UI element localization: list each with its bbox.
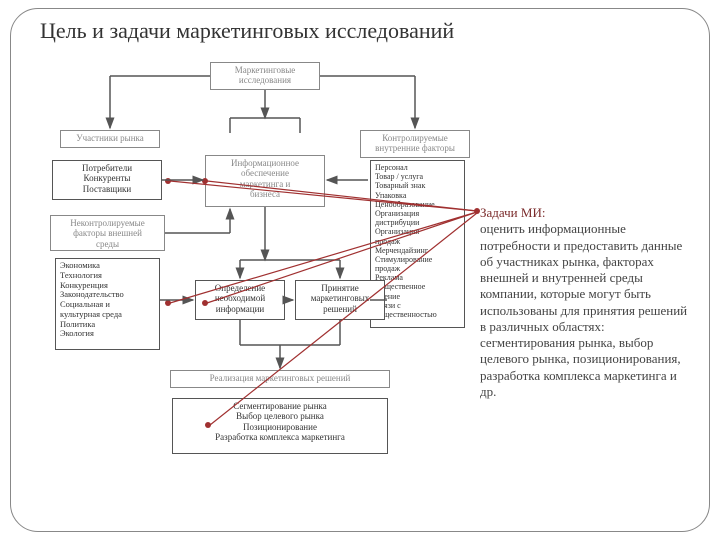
box-consumers: ПотребителиКонкурентыПоставщики (52, 160, 162, 200)
bullet-icon (165, 178, 171, 184)
box-uncontrolled-factors: Неконтролируемыефакторы внешнейсреды (50, 215, 165, 251)
box-define-info: Определениенеобходимойинформации (195, 280, 285, 320)
box-realization: Реализация маркетинговых решений (170, 370, 390, 388)
box-controlled-factors: Контролируемыевнутренние факторы (360, 130, 470, 158)
page-title: Цель и задачи маркетинговых исследований (40, 18, 454, 44)
side-panel: Задачи МИ: оценить информационные потреб… (480, 205, 695, 400)
box-decisions: Принятиемаркетинговыхрешений (295, 280, 385, 320)
box-economics-list: ЭкономикаТехнологияКонкуренцияЗаконодате… (55, 258, 160, 350)
bullet-icon (202, 300, 208, 306)
bullet-icon (165, 300, 171, 306)
box-marketing-research: Маркетинговыеисследования (210, 62, 320, 90)
bullet-icon (474, 208, 480, 214)
box-info-support: Информационноеобеспечениемаркетинга ибиз… (205, 155, 325, 207)
bullet-icon (205, 422, 211, 428)
side-body: оценить информационные потребности и пре… (480, 221, 687, 399)
box-market-participants: Участники рынка (60, 130, 160, 148)
side-title: Задачи МИ: (480, 205, 545, 220)
bullet-icon (202, 178, 208, 184)
